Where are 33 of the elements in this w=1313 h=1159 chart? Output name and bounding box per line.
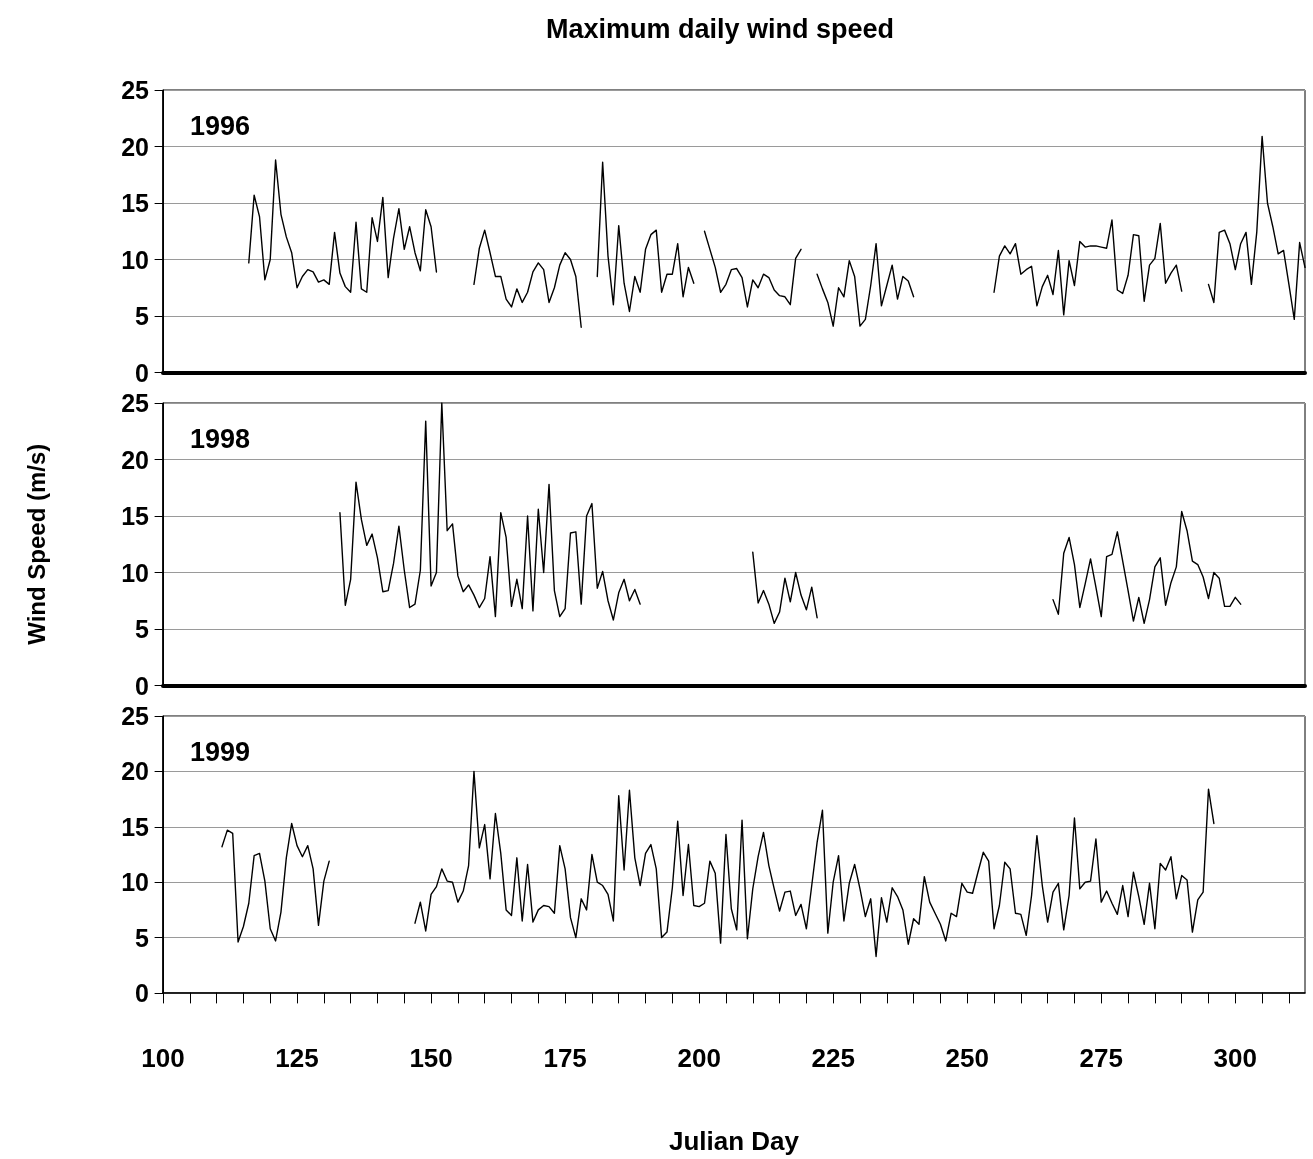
y-tick-label: 20 [121,132,149,161]
y-tick-label: 20 [121,757,149,786]
y-tick-label: 10 [121,868,149,897]
y-tick-label: 25 [121,76,150,104]
annotation: 1999 [190,736,251,767]
x-tick-label: 300 [1213,1043,1257,1073]
y-tick-label: 15 [121,812,150,841]
y-tick-label: 5 [135,615,150,643]
y-tick-label: 10 [121,245,149,274]
x-tick-label: 150 [409,1043,453,1073]
y-tick-label: 0 [135,671,149,700]
x-tick-label: 100 [141,1043,185,1073]
x-tick-label: 125 [275,1043,319,1073]
y-tick-label: 10 [121,558,149,587]
y-tick-label: 0 [135,358,149,387]
annotation: 1998 [190,423,251,454]
x-tick-label: 250 [945,1043,989,1073]
y-axis-title: Wind Speed (m/s) [22,443,50,645]
chart-title: Maximum daily wind speed [545,13,895,44]
annotation: 1996 [190,110,251,141]
y-tick-label: 0 [135,979,149,1007]
y-tick-label: 20 [121,445,149,474]
x-tick-label: 175 [543,1043,587,1073]
x-tick-label: 200 [677,1043,721,1073]
x-axis-title: Julian Day [668,1126,800,1156]
y-tick-label: 25 [121,702,150,730]
x-tick-label: 275 [1079,1043,1123,1073]
y-tick-label: 15 [121,502,150,530]
y-tick-label: 5 [135,302,150,330]
y-tick-label: 15 [121,189,150,217]
y-tick-label: 25 [121,389,150,417]
y-tick-label: 5 [135,923,150,952]
x-tick-label: 225 [811,1043,855,1073]
